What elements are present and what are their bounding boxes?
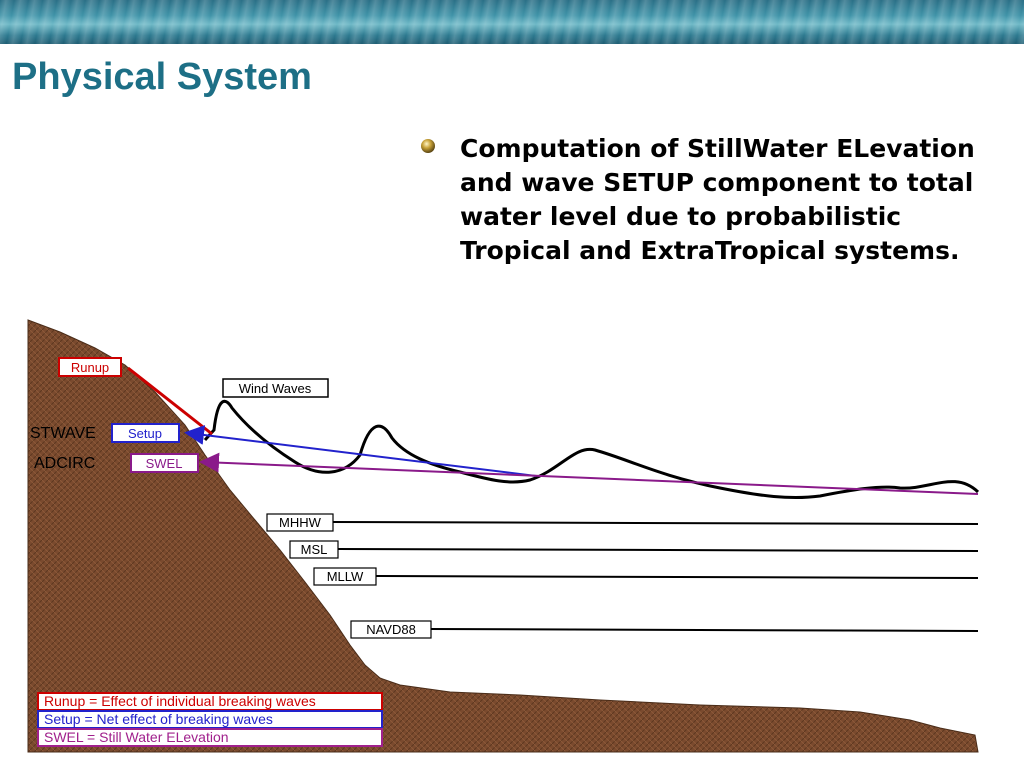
svg-text:Runup = Effect of individual b: Runup = Effect of individual breaking wa… — [44, 693, 316, 709]
msl-line — [337, 548, 979, 552]
swel-arrow — [199, 452, 979, 495]
slide-title: Physical System — [12, 56, 312, 98]
svg-text:Wind Waves: Wind Waves — [239, 381, 312, 396]
setup-label: Setup — [111, 423, 180, 443]
legend: Runup = Effect of individual breaking wa… — [37, 692, 383, 747]
svg-text:SWEL = Still Water ELevation: SWEL = Still Water ELevation — [44, 729, 229, 745]
wind-waves-label: Wind Waves — [222, 378, 329, 398]
setup-arrow — [184, 425, 537, 477]
navd88-label: NAVD88 — [350, 620, 432, 639]
mllw-line — [375, 575, 979, 579]
svg-text:Setup: Setup — [128, 426, 162, 441]
terrain-profile — [27, 319, 979, 753]
adcirc-model-label: ADCIRC — [34, 455, 95, 472]
svg-text:Runup: Runup — [71, 360, 109, 375]
bullet-orb-icon — [421, 139, 435, 153]
mhhw-line — [331, 521, 979, 525]
svg-text:MLLW: MLLW — [327, 569, 364, 584]
msl-label: MSL — [289, 540, 339, 559]
runup-arrow — [127, 366, 213, 436]
swel-label: SWEL — [130, 453, 199, 473]
wind-waves-curve — [203, 399, 980, 500]
banner-texture — [0, 0, 1024, 44]
svg-text:MHHW: MHHW — [279, 515, 322, 530]
stwave-model-label: STWAVE — [30, 425, 96, 442]
legend-swel: SWEL = Still Water ELevation — [37, 728, 383, 747]
header-banner — [0, 0, 1024, 44]
svg-text:NAVD88: NAVD88 — [366, 622, 416, 637]
mllw-label: MLLW — [313, 567, 377, 586]
mhhw-label: MHHW — [266, 513, 334, 532]
legend-runup: Runup = Effect of individual breaking wa… — [37, 692, 383, 711]
svg-text:MSL: MSL — [301, 542, 328, 557]
navd88-line — [429, 628, 979, 632]
runup-label: Runup — [58, 357, 122, 377]
svg-text:SWEL: SWEL — [146, 456, 183, 471]
legend-setup: Setup = Net effect of breaking waves — [37, 710, 383, 729]
svg-text:Setup = Net effect of breaking: Setup = Net effect of breaking waves — [44, 711, 273, 727]
bullet-text: Computation of StillWater ELevation and … — [460, 134, 975, 265]
